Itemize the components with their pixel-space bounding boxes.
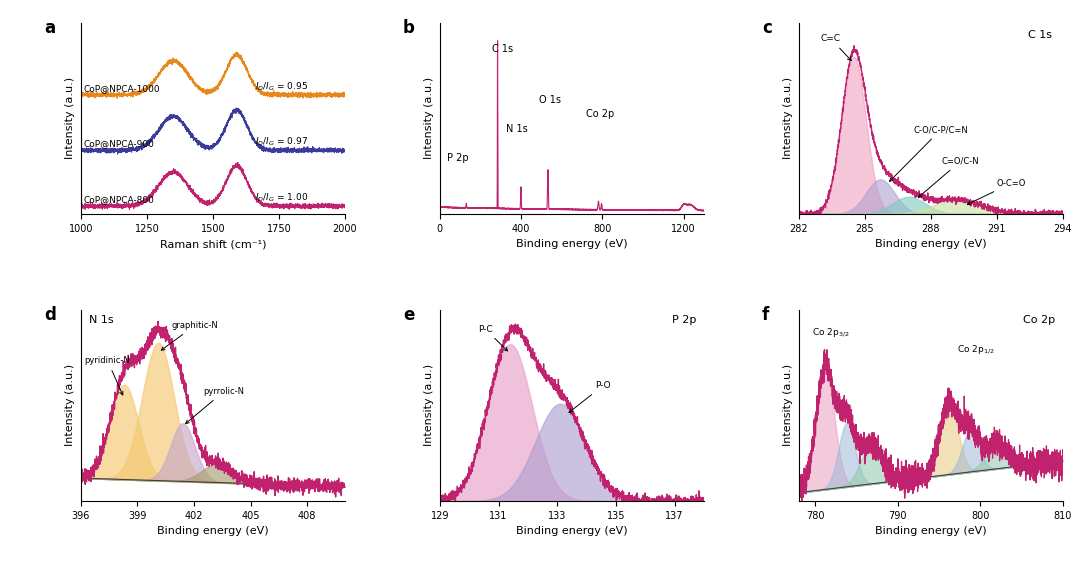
- Text: Co 2p$_{3/2}$: Co 2p$_{3/2}$: [812, 326, 849, 338]
- Text: C 1s: C 1s: [1028, 30, 1052, 40]
- Text: C=O/C-N: C=O/C-N: [918, 157, 980, 197]
- Text: $I_D$/$I_G$ = 1.00: $I_D$/$I_G$ = 1.00: [255, 191, 309, 204]
- Text: pyridinic-N: pyridinic-N: [84, 356, 131, 395]
- Text: O 1s: O 1s: [538, 95, 560, 105]
- Text: P-O: P-O: [569, 381, 611, 412]
- Y-axis label: Intensity (a.u.): Intensity (a.u.): [66, 77, 76, 159]
- Text: b: b: [402, 19, 414, 37]
- Text: N 1s: N 1s: [88, 315, 113, 325]
- Text: C 1s: C 1s: [492, 43, 514, 53]
- Text: $I_D$/$I_G$ = 0.95: $I_D$/$I_G$ = 0.95: [255, 81, 309, 93]
- Y-axis label: Intensity (a.u.): Intensity (a.u.): [783, 77, 793, 159]
- X-axis label: Binding energy (eV): Binding energy (eV): [516, 526, 628, 537]
- X-axis label: Binding energy (eV): Binding energy (eV): [875, 526, 986, 537]
- Text: CoP@NPCA-900: CoP@NPCA-900: [83, 140, 154, 149]
- Text: O-C=O: O-C=O: [967, 178, 1026, 204]
- X-axis label: Binding energy (eV): Binding energy (eV): [158, 526, 269, 537]
- Text: f: f: [762, 306, 769, 324]
- Y-axis label: Intensity (a.u.): Intensity (a.u.): [783, 364, 793, 446]
- Text: pyrrolic-N: pyrrolic-N: [186, 387, 245, 423]
- Text: CoP@NPCA-800: CoP@NPCA-800: [83, 195, 154, 204]
- Text: Co 2p: Co 2p: [586, 109, 614, 119]
- Text: a: a: [44, 19, 55, 37]
- Text: C-O/C-P/C=N: C-O/C-P/C=N: [889, 126, 968, 181]
- Text: Co 2p$_{1/2}$: Co 2p$_{1/2}$: [957, 343, 995, 356]
- Y-axis label: Intensity (a.u.): Intensity (a.u.): [424, 77, 435, 159]
- Y-axis label: Intensity (a.u.): Intensity (a.u.): [66, 364, 76, 446]
- Text: d: d: [44, 306, 56, 324]
- X-axis label: Binding energy (eV): Binding energy (eV): [875, 239, 986, 249]
- Y-axis label: Intensity (a.u.): Intensity (a.u.): [424, 364, 435, 446]
- Text: graphitic-N: graphitic-N: [162, 321, 218, 350]
- X-axis label: Raman shift (cm⁻¹): Raman shift (cm⁻¹): [160, 239, 267, 249]
- Text: P-C: P-C: [478, 325, 507, 351]
- X-axis label: Binding energy (eV): Binding energy (eV): [516, 239, 628, 249]
- Text: $I_D$/$I_G$ = 0.97: $I_D$/$I_G$ = 0.97: [255, 136, 309, 149]
- Text: N 1s: N 1s: [506, 124, 528, 134]
- Text: e: e: [402, 306, 414, 324]
- Text: P 2p: P 2p: [448, 153, 469, 163]
- Text: P 2p: P 2p: [671, 315, 696, 325]
- Text: CoP@NPCA-1000: CoP@NPCA-1000: [83, 84, 160, 93]
- Text: c: c: [762, 19, 771, 37]
- Text: C=C: C=C: [821, 34, 851, 60]
- Text: Co 2p: Co 2p: [1023, 315, 1055, 325]
